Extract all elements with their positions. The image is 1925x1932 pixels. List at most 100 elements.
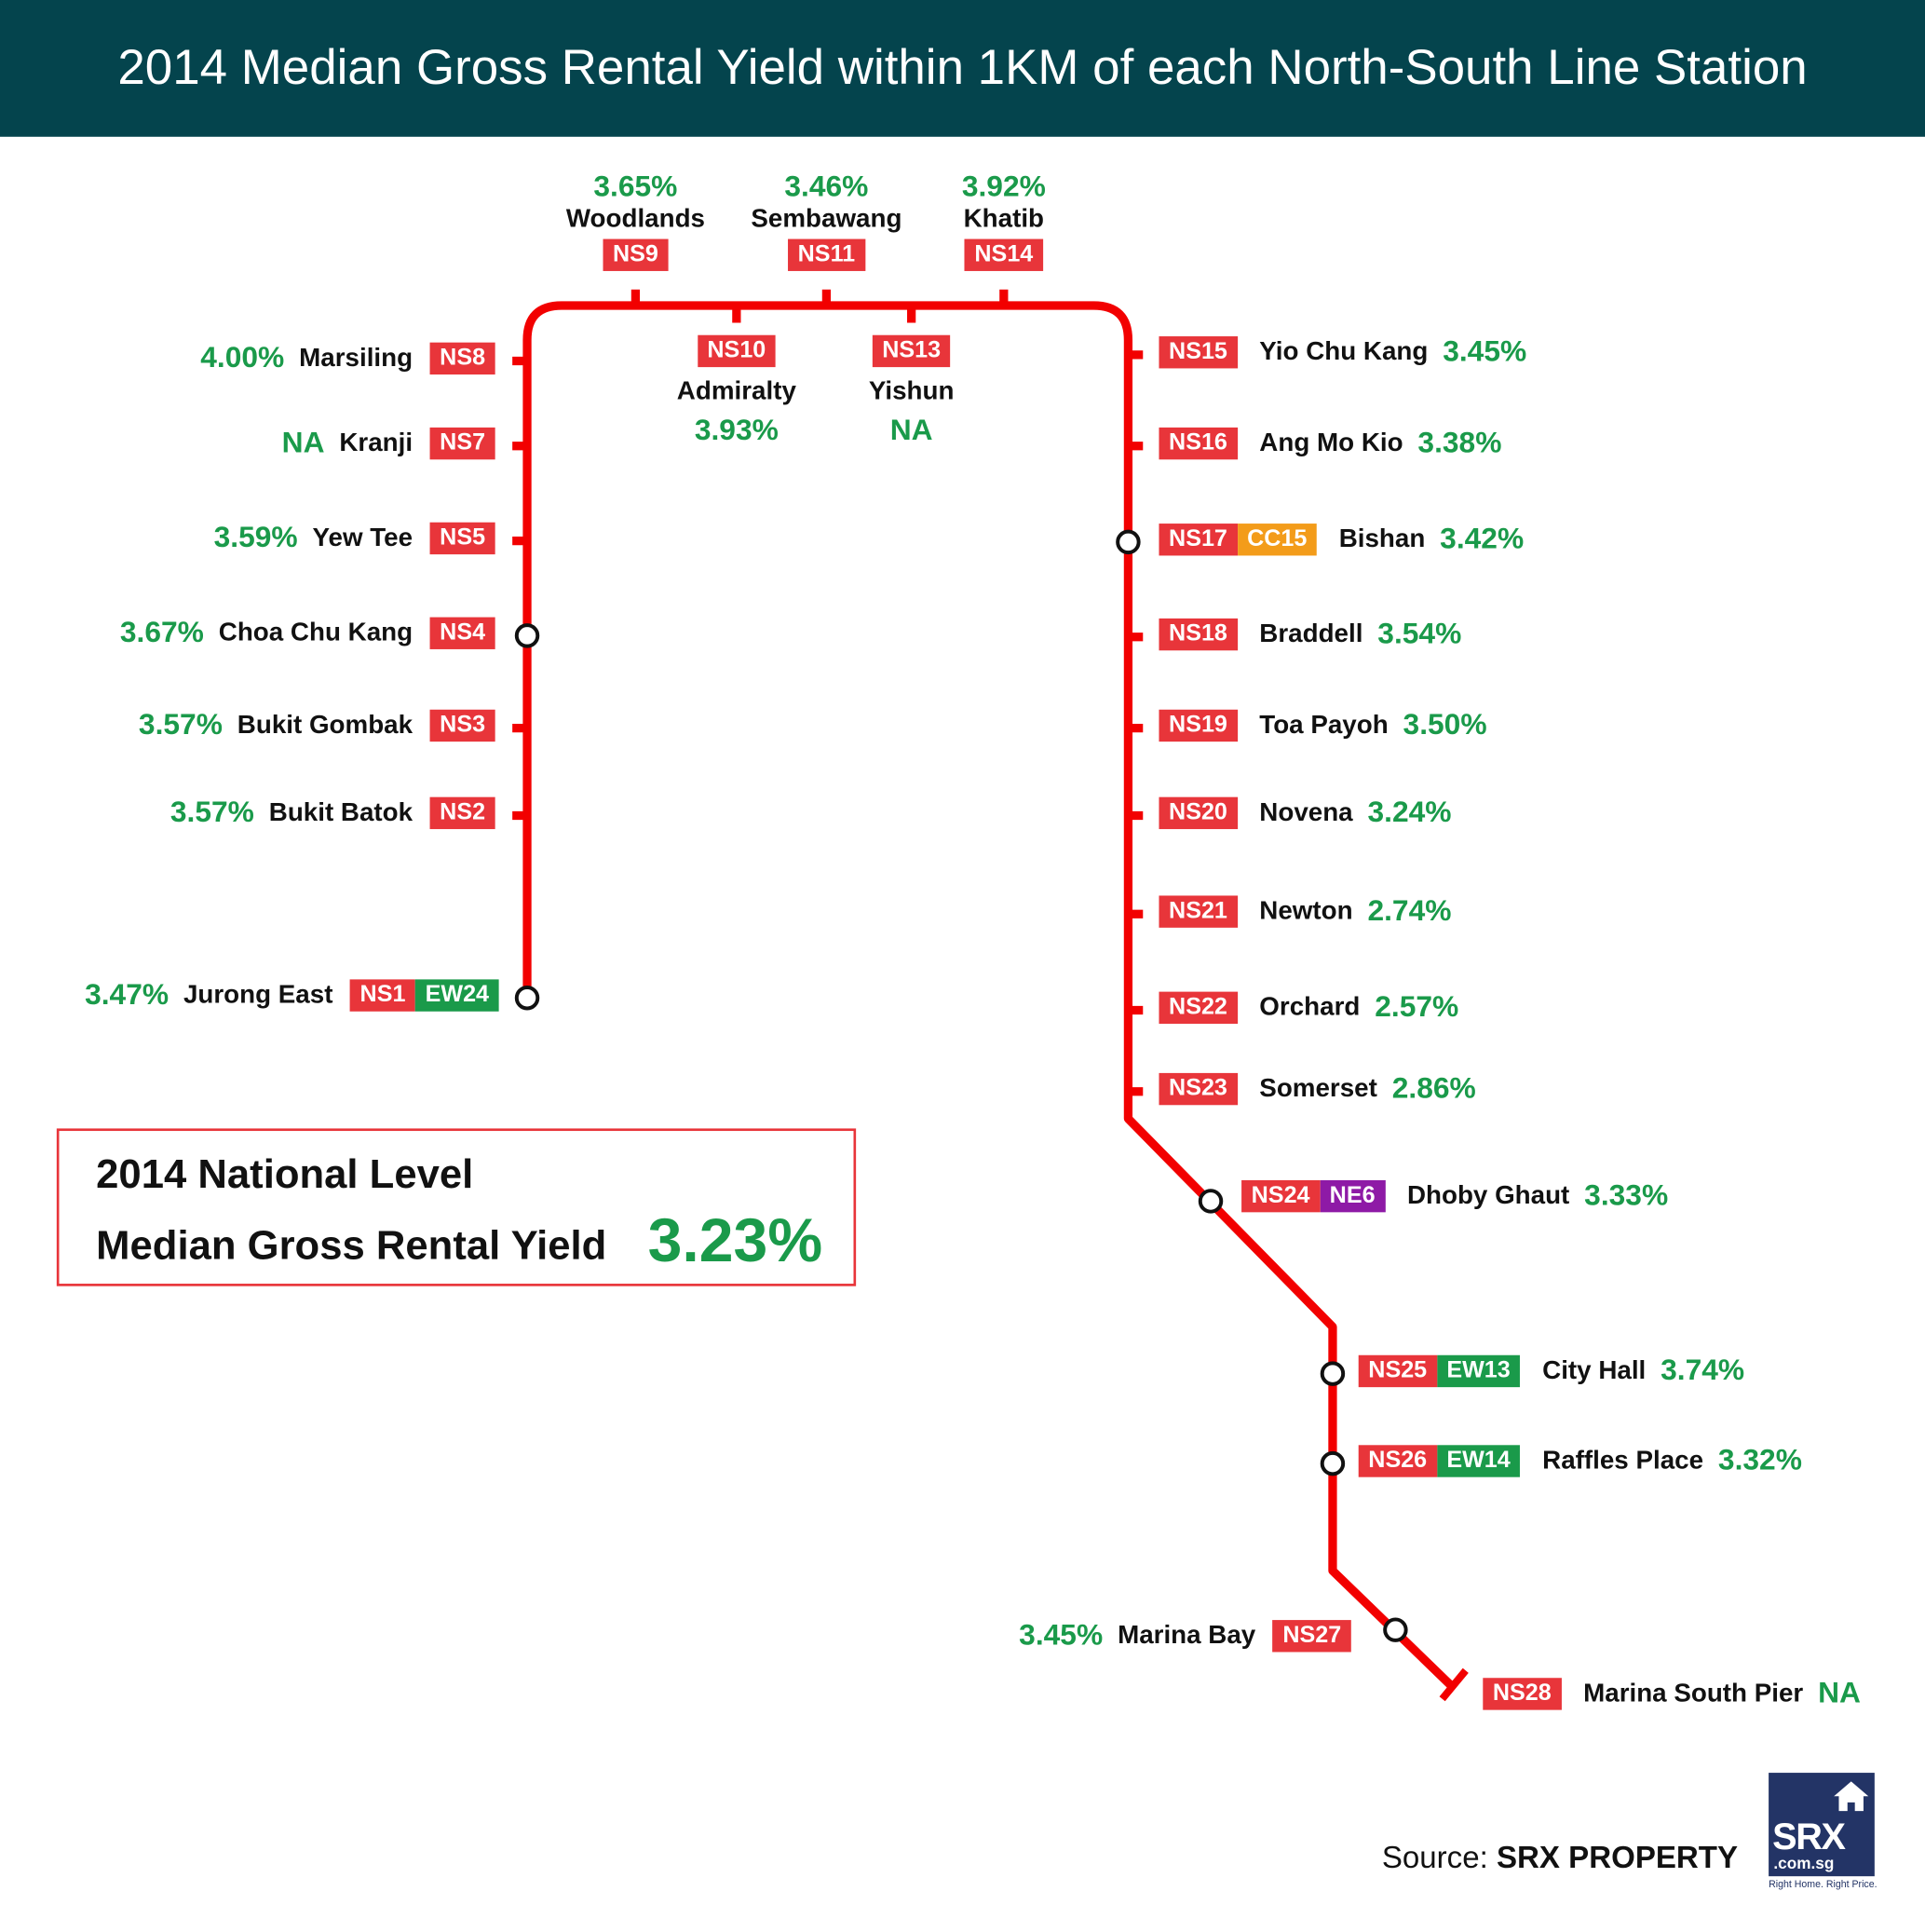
srx-logo: SRX .com.sg Right Home. Right Price. [1769,1773,1878,1891]
station-code-badges: NS10 [697,334,776,368]
rental-yield: 3.65% [593,170,678,204]
national-median-box: 2014 National Level Median Gross Rental … [56,1128,857,1286]
station-raffles-place: NS26 EW14 Raffles Place 3.32% [1358,1444,1802,1478]
interchange-marker-dhoby-ghaut [1198,1189,1224,1214]
station-name: Jurong East [183,980,333,1010]
station-toa-payoh: NS19 Toa Payoh 3.50% [1159,708,1487,742]
interchange-marker-choa-chu-kang [514,623,540,648]
station-code-badge: NS25 [1358,1354,1437,1388]
station-code-badges: NS19 [1159,709,1238,742]
station-code-badges: NS25 EW13 [1358,1354,1521,1388]
rental-yield: NA [281,426,325,460]
station-name: Marsiling [299,343,413,373]
rental-yield: 3.33% [1584,1178,1669,1213]
station-code-badge: NS24 [1241,1179,1321,1213]
station-code-badge: NS28 [1483,1678,1562,1710]
station-code-badge: NS14 [964,238,1043,271]
station-admiralty: NS10 Admiralty 3.93% [676,334,796,449]
station-dhoby-ghaut: NS24 NE6 Dhoby Ghaut 3.33% [1241,1179,1668,1214]
page-title: 2014 Median Gross Rental Yield within 1K… [117,40,1808,95]
station-name: Marina South Pier [1583,1679,1804,1708]
station-code-badge: NS18 [1159,618,1238,651]
station-code-badge: NS15 [1159,336,1238,369]
station-code-badges: NS5 [429,522,495,555]
rental-yield: NA [1818,1676,1861,1710]
station-name: Bukit Batok [268,797,413,827]
station-code-badges: NS21 [1159,895,1238,928]
rental-yield: 3.50% [1403,708,1487,742]
national-median-value: 3.23% [647,1205,823,1275]
station-code-badges: NS22 [1159,991,1238,1024]
station-code-badges: NS18 [1159,618,1238,651]
rental-yield: 3.57% [169,796,254,830]
station-name: Dhoby Ghaut [1406,1181,1570,1210]
station-novena: NS20 Novena 3.24% [1159,796,1452,830]
station-code-badges: NS11 [788,238,865,271]
station-code-badges: NS9 [603,238,669,271]
rental-yield: 3.45% [1443,334,1527,369]
station-name: Marina Bay [1118,1621,1256,1650]
logo-domain: .com.sg [1773,1854,1835,1873]
station-yew-tee: 3.59% Yew Tee NS5 [214,521,495,555]
rental-yield: 3.54% [1377,617,1462,651]
station-code-badge: EW24 [415,979,499,1012]
station-name: Admiralty [676,376,796,406]
station-code-badge: EW13 [1436,1354,1521,1388]
station-code-badge: NS2 [429,796,495,830]
station-code-badge: NS8 [429,342,495,375]
rental-yield: 2.57% [1375,990,1459,1024]
station-name: Bishan [1338,524,1426,553]
station-name: Woodlands [565,204,705,233]
rental-yield: 3.92% [961,170,1046,204]
station-name: Bukit Gombak [237,711,413,740]
rental-yield: 3.74% [1661,1354,1745,1388]
rental-yield: 3.24% [1367,796,1452,830]
source-credit: Source: SRX PROPERTY [1382,1841,1738,1876]
station-code-badge: CC15 [1237,524,1317,556]
station-code-badge: NS23 [1159,1072,1238,1106]
station-code-badge: NS27 [1272,1620,1351,1653]
station-code-badge: NS26 [1358,1445,1437,1477]
station-code-badges: NS13 [872,334,951,368]
station-code-badge: NS21 [1159,895,1238,928]
station-code-badges: NS23 [1159,1072,1238,1106]
station-marsiling: 4.00% Marsiling NS8 [200,341,495,375]
station-yishun: NS13 Yishun NA [869,334,954,449]
station-code-badges: NS15 [1159,336,1238,369]
station-braddell: NS18 Braddell 3.54% [1159,618,1461,652]
station-code-badge: NS9 [603,238,669,271]
station-code-badges: NS7 [429,427,495,460]
logo-tagline: Right Home. Right Price. [1769,1878,1878,1890]
station-code-badges: NS8 [429,342,495,375]
station-code-badge: NS5 [429,522,495,555]
title-bar: 2014 Median Gross Rental Yield within 1K… [0,0,1925,137]
station-code-badges: NS17 CC15 [1159,524,1317,556]
interchange-marker-city-hall [1320,1361,1346,1386]
station-bukit-batok: 3.57% Bukit Batok NS2 [170,796,495,830]
station-code-badge: NS13 [872,334,951,368]
station-marina-bay: 3.45% Marina Bay NS27 [1019,1619,1351,1653]
interchange-marker-raffles-place [1320,1450,1346,1476]
station-code-badges: NS24 NE6 [1241,1179,1386,1213]
rental-yield: 2.86% [1391,1071,1476,1106]
station-somerset: NS23 Somerset 2.86% [1159,1071,1476,1107]
station-name: Yew Tee [312,524,413,552]
rental-yield: 2.74% [1367,894,1452,928]
station-newton: NS21 Newton 2.74% [1159,894,1451,929]
north-south-line-track [522,301,1457,1692]
station-code-badges: NS28 [1483,1678,1562,1710]
station-name: Orchard [1259,992,1361,1022]
line-terminus-marker [1439,1667,1469,1702]
logo-text: SRX [1772,1816,1846,1858]
rental-yield: 3.67% [119,616,204,649]
station-code-badge: NS3 [429,709,495,742]
station-code-badge: NS1 [349,979,416,1012]
station-code-badge: NS10 [697,334,776,368]
station-city-hall: NS25 EW13 City Hall 3.74% [1358,1354,1745,1388]
interchange-marker-jurong-east [514,985,540,1011]
station-name: Novena [1259,797,1353,827]
rental-yield: 3.57% [138,708,223,742]
station-code-badge: NS16 [1159,427,1238,460]
station-name: Choa Chu Kang [218,618,413,647]
rental-yield: 3.46% [784,170,869,204]
